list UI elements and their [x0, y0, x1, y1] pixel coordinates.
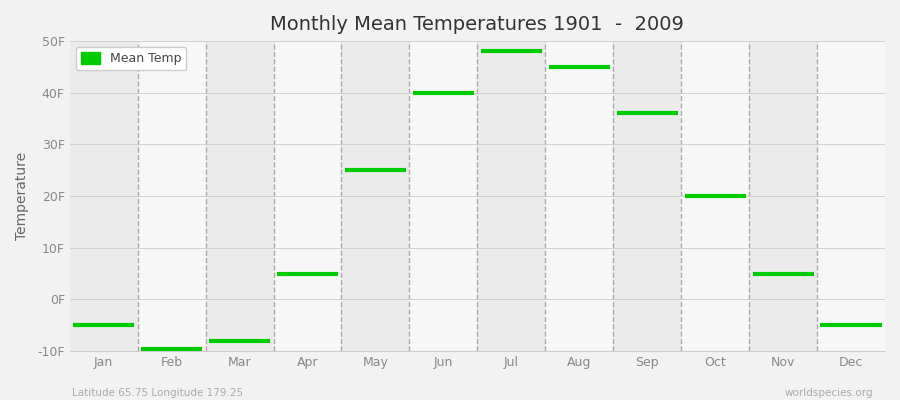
Y-axis label: Temperature: Temperature	[15, 152, 29, 240]
Bar	[205, 41, 274, 351]
Bar	[817, 41, 885, 351]
Bar	[341, 41, 410, 351]
Bar	[613, 41, 681, 351]
Title: Monthly Mean Temperatures 1901  -  2009: Monthly Mean Temperatures 1901 - 2009	[270, 15, 684, 34]
Bar	[749, 41, 817, 351]
Bar	[545, 41, 613, 351]
Bar	[681, 41, 749, 351]
Bar	[138, 41, 205, 351]
Text: worldspecies.org: worldspecies.org	[785, 388, 873, 398]
Bar	[410, 41, 477, 351]
Bar	[274, 41, 341, 351]
Text: Latitude 65.75 Longitude 179.25: Latitude 65.75 Longitude 179.25	[72, 388, 243, 398]
Bar	[477, 41, 545, 351]
Bar	[69, 41, 138, 351]
Legend: Mean Temp: Mean Temp	[76, 47, 186, 70]
